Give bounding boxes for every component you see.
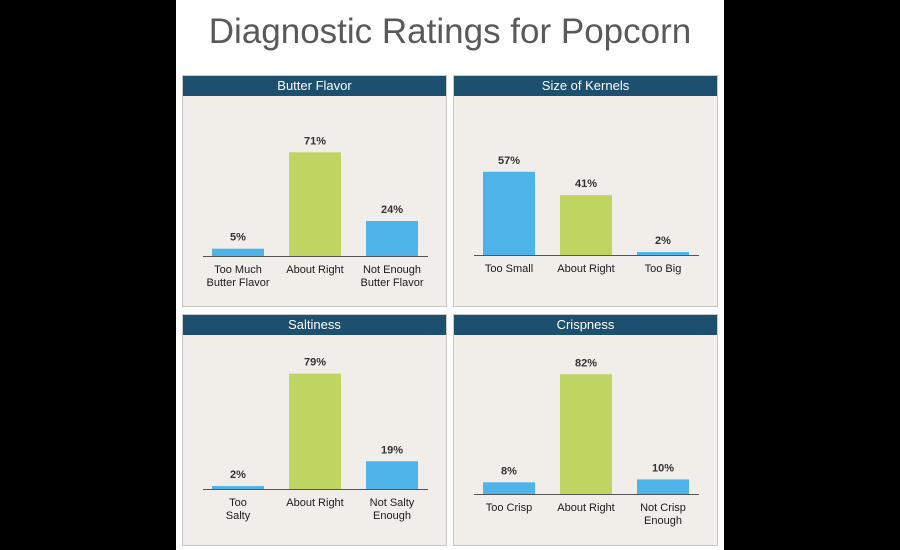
data-label-not-salty-enough: 19%	[381, 444, 403, 456]
data-label-about-right: 41%	[575, 178, 597, 190]
page-title: Diagnostic Ratings for Popcorn	[208, 12, 692, 51]
bar-not-salty-enough	[366, 461, 418, 489]
bar-not-enough-butter-flavor	[366, 220, 418, 256]
data-label-too-big: 2%	[655, 235, 671, 247]
data-label-too-crisp: 8%	[501, 465, 517, 477]
bar-too-salty	[212, 486, 264, 489]
bar-about-right	[289, 373, 341, 489]
data-label-not-crisp-enough: 10%	[652, 462, 674, 474]
tick-label-about-right: About Right	[286, 497, 343, 509]
panel-header-saltiness: Saltiness	[183, 315, 446, 335]
panel-header-size-of-kernels: Size of Kernels	[454, 76, 717, 96]
chart-butter-flavor: 5% Too Much Butter Flavor 71% About Right 24%…	[203, 135, 428, 289]
panel-size-of-kernels: Size of Kernels 57% Too Small 41% About Rig…	[453, 75, 718, 307]
bar-about-right	[560, 374, 612, 494]
data-label-too-small: 57%	[498, 155, 520, 167]
panel-header-crispness: Crispness	[454, 315, 717, 335]
panel-saltiness: Saltiness 2% Too Salty 79% About Right 19% Not…	[182, 314, 447, 546]
tick-label-too-salty: Too Salty	[226, 497, 251, 522]
data-label-about-right: 79%	[304, 357, 326, 369]
tick-label-too-much-butter-flavor: Too Much Butter Flavor	[207, 264, 270, 289]
data-label-too-much-butter-flavor: 5%	[230, 232, 246, 244]
bar-not-crisp-enough	[637, 479, 689, 494]
bar-about-right	[560, 195, 612, 255]
bar-too-much-butter-flavor	[212, 248, 264, 256]
tick-label-not-salty-enough: Not Salty Enough	[370, 497, 415, 522]
data-label-not-enough-butter-flavor: 24%	[381, 204, 403, 216]
tick-label-not-crisp-enough: Not Crisp Enough	[640, 502, 686, 527]
tick-label-too-small: Too Small	[485, 263, 533, 275]
tick-label-about-right: About Right	[557, 263, 614, 275]
data-label-about-right: 82%	[575, 357, 597, 369]
chart-size-of-kernels: 57% Too Small 41% About Right 2% Too Big	[474, 155, 699, 275]
tick-label-about-right: About Right	[286, 264, 343, 276]
bar-too-small	[483, 171, 535, 255]
chart-crispness: 8% Too Crisp 82% About Right 10% Not Crisp Eno…	[474, 357, 699, 527]
data-label-too-salty: 2%	[230, 469, 246, 481]
panel-header-butter-flavor: Butter Flavor	[183, 76, 446, 96]
tick-label-too-crisp: Too Crisp	[486, 502, 532, 514]
data-label-about-right: 71%	[304, 135, 326, 147]
tick-label-not-enough-butter-flavor: Not Enough Butter Flavor	[361, 264, 424, 289]
bar-about-right	[289, 152, 341, 256]
panel-crispness: Crispness 8% Too Crisp 82% About Right 10% No…	[453, 314, 718, 546]
bar-too-crisp	[483, 482, 535, 494]
tick-label-about-right: About Right	[557, 502, 614, 514]
tick-label-too-big: Too Big	[645, 263, 682, 275]
bar-too-big	[637, 252, 689, 255]
slide: Diagnostic Ratings for Popcorn Butter Fl…	[176, 0, 724, 550]
chart-saltiness: 2% Too Salty 79% About Right 19% Not Salty Enou…	[203, 357, 428, 522]
panel-butter-flavor: Butter Flavor 5% Too Much Butter Flavor 71%…	[182, 75, 447, 307]
